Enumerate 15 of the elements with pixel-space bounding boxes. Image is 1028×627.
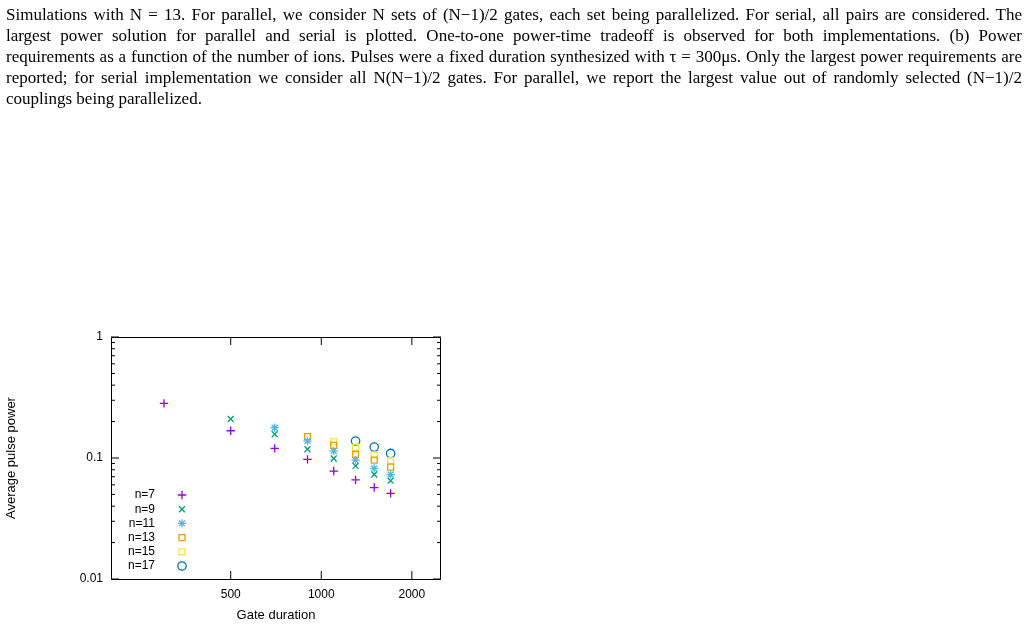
x-tick-label: 1000 (307, 586, 335, 601)
text: Simulations with N = 13. For parallel, we consider N sets of (N−1)/2 gates, each set being parallelized. For serial, all pairs are considered. The largest power solution for parallel and serial is plotted. One-to-one power-time tradeoff is observed for both implementations. (b) Power requirements as a function of the number of ions. Pulses were a fixed duration synthesized with τ = 300μs. Only the largest power requirements are reported; for serial implementation we consider all N(N−1)/2 gates. For parallel, we report the largest value out of randomly selected (N−1)/2 couplings being parallelized. (6, 4, 1022, 109)
y-axis-title: Average pulse power (3, 396, 19, 519)
legend-label: n=17 (127, 558, 156, 573)
legend-label: n=11 (128, 515, 156, 530)
legend-label: n=15 (127, 544, 156, 559)
y-tick-label: 0.1 (86, 450, 104, 465)
legend-label: n=9 (134, 501, 156, 516)
legend-label: n=13 (127, 529, 156, 544)
y-tick-label: 1 (96, 329, 104, 344)
legend-label: n=7 (134, 487, 156, 502)
x-axis-title: Gate duration (236, 606, 316, 622)
x-tick-label: 2000 (398, 586, 426, 601)
y-tick-label: 0.01 (79, 571, 104, 586)
x-tick-label: 500 (220, 586, 242, 601)
